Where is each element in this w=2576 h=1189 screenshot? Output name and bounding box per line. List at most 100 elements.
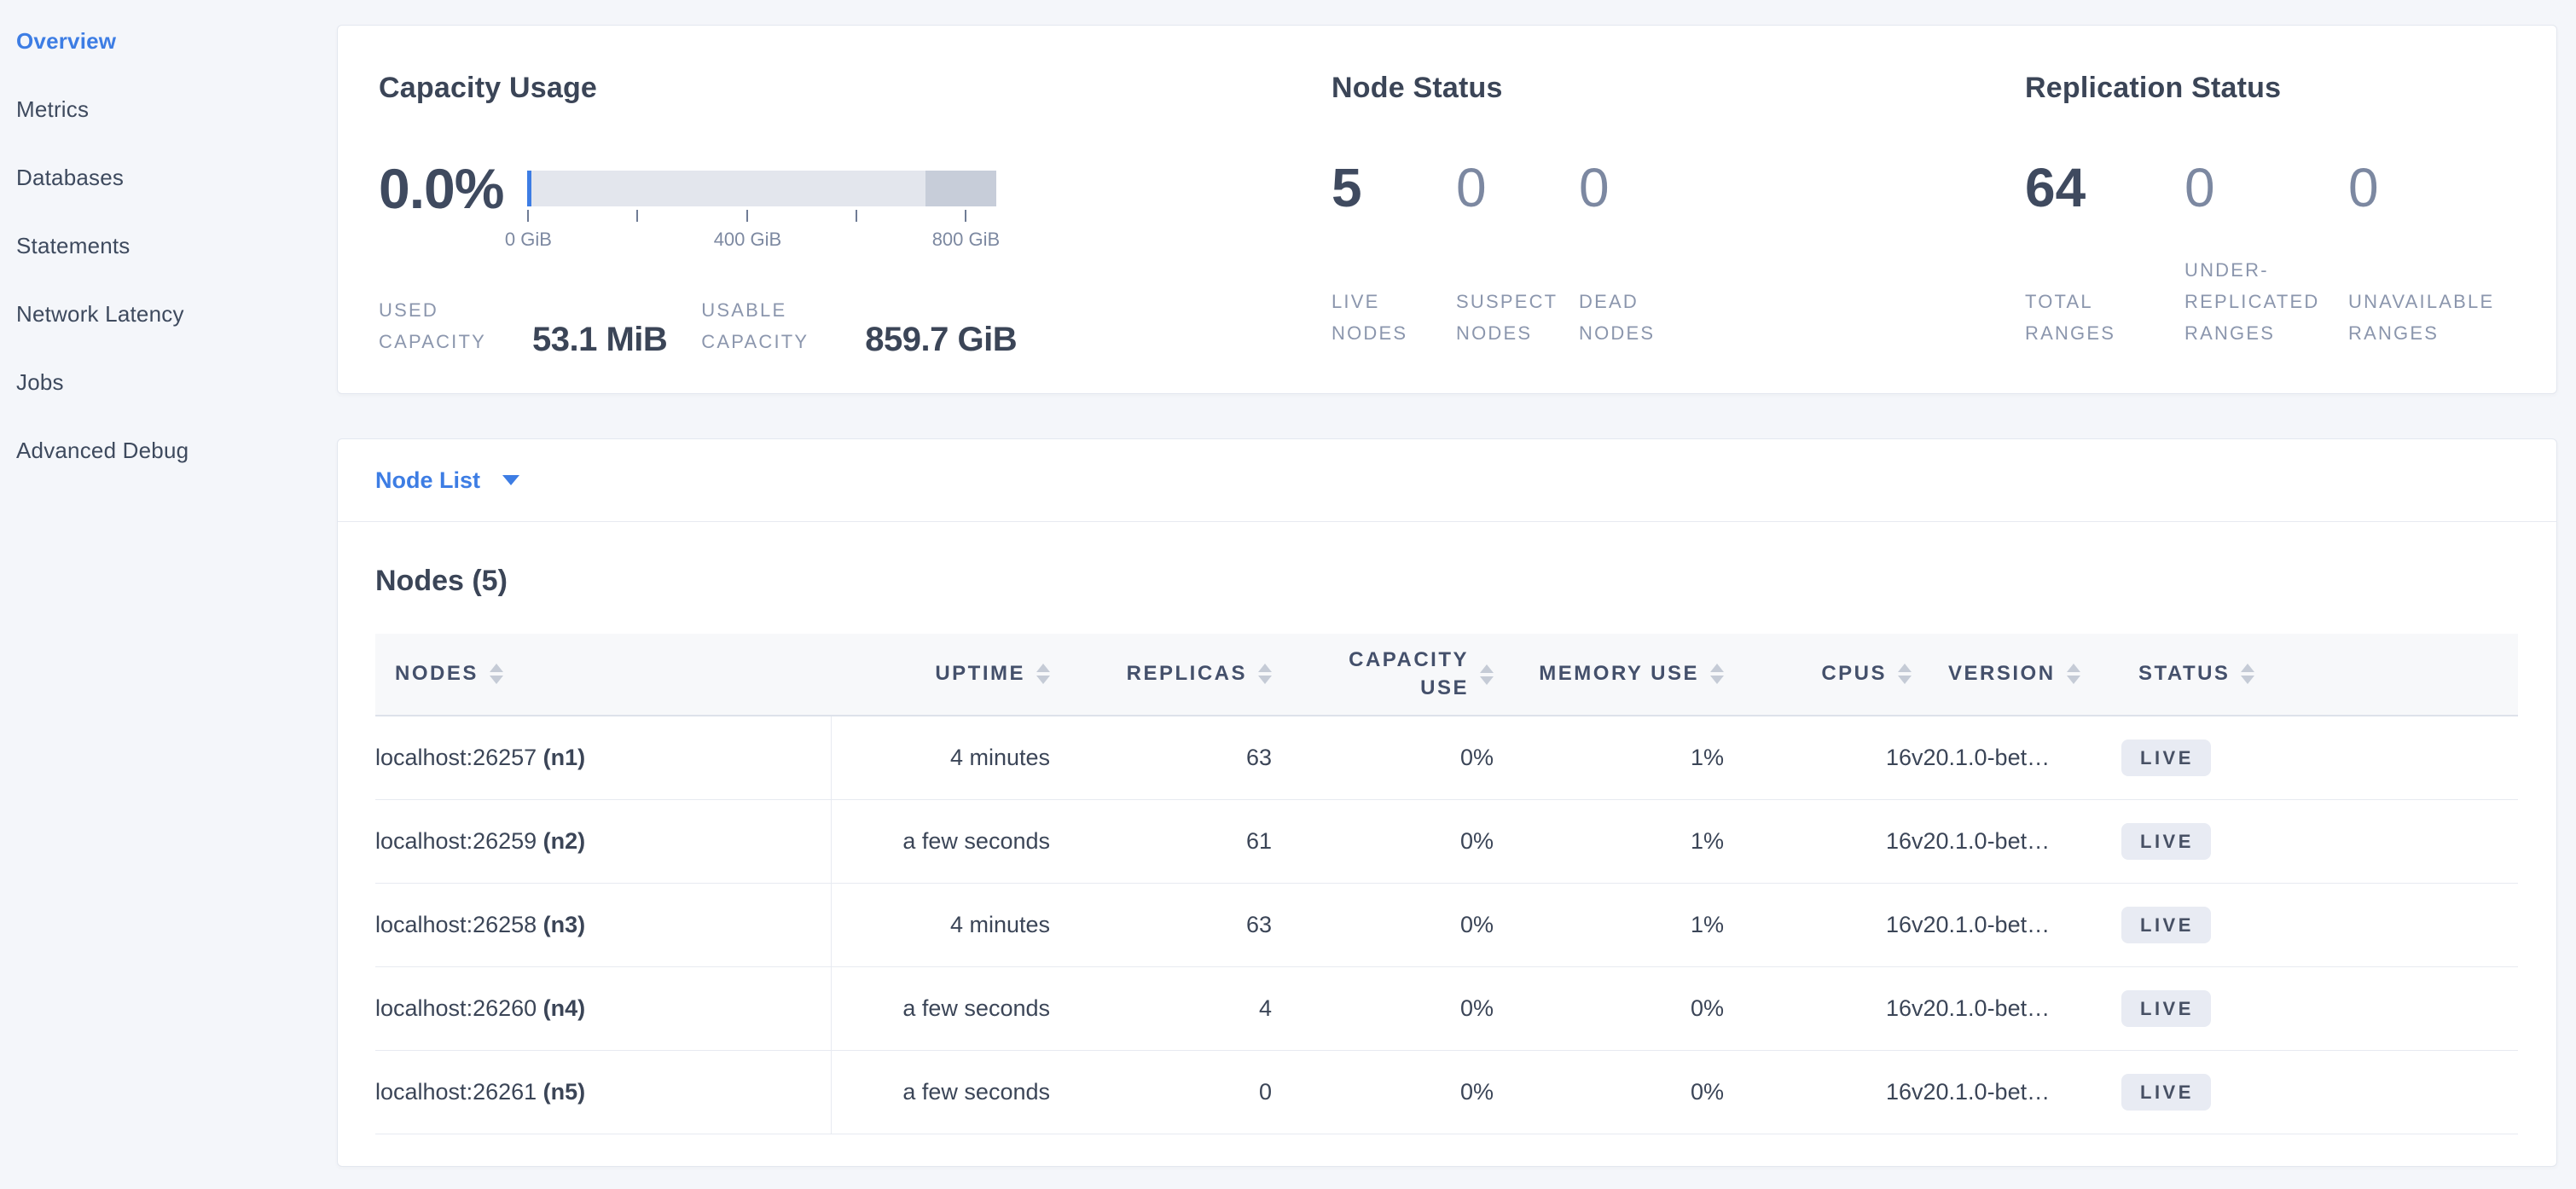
node-status-labels: LIVE NODES SUSPECT NODES DEAD NODES [1332, 275, 1724, 350]
view-dropdown-row: Node List [338, 439, 2556, 522]
column-header-uptime[interactable]: UPTIME [831, 634, 1050, 716]
version-cell: v20.1.0-bet… [1912, 966, 2121, 1051]
column-header-nodes[interactable]: NODES [375, 634, 831, 716]
chevron-down-icon [502, 475, 520, 485]
table-row: localhost:26261 (n5) a few seconds 0 0% … [375, 1050, 2518, 1134]
replication-status-section: Replication Status 64 0 0 TOTAL RANGES U… [2025, 26, 2554, 393]
node-list-dropdown-label: Node List [375, 467, 481, 493]
capacity-gauge-bar [527, 171, 997, 206]
total-ranges-count: 64 [2025, 157, 2086, 218]
sidebar-item-statements[interactable]: Statements [16, 232, 131, 258]
gauge-label-min: 0 GiB [504, 229, 552, 250]
cpus-cell: 16 [1724, 1050, 1912, 1134]
usable-capacity-value: 859.7 GiB [865, 320, 1018, 358]
capacity-use-cell: 0% [1272, 716, 1494, 800]
dead-nodes-count: 0 [1579, 157, 1610, 218]
capacity-usage-title: Capacity Usage [379, 72, 598, 104]
capacity-use-cell: 0% [1272, 966, 1494, 1051]
cluster-summary-panel: Capacity Usage 0.0% 0 GiB 400 GiB 800 Gi… [337, 25, 2557, 394]
table-row: localhost:26257 (n1) 4 minutes 63 0% 1% … [375, 716, 2518, 800]
table-row: localhost:26260 (n4) a few seconds 4 0% … [375, 966, 2518, 1051]
column-header-status[interactable]: STATUS [2121, 634, 2518, 716]
node-list-dropdown[interactable]: Node List [375, 467, 520, 494]
replication-labels: TOTAL RANGES UNDER-REPLICATED RANGES UNA… [2025, 259, 2549, 350]
node-address-link[interactable]: localhost:26258 (n3) [375, 911, 586, 937]
column-header-memory-use[interactable]: MEMORY USE [1494, 634, 1724, 716]
memory-use-cell: 1% [1494, 883, 1724, 967]
suspect-nodes-label: SUSPECT NODES [1456, 291, 1558, 345]
status-badge: LIVE [2121, 1073, 2211, 1111]
suspect-nodes-count: 0 [1456, 157, 1487, 218]
dead-nodes-label: DEAD NODES [1579, 291, 1656, 345]
status-badge: LIVE [2121, 906, 2211, 943]
sort-icon [1036, 664, 1050, 685]
column-header-capacity-use[interactable]: CAPACITY USE [1272, 634, 1494, 716]
replicas-cell: 61 [1050, 799, 1272, 884]
replication-values: 64 0 0 [2025, 160, 2549, 215]
status-badge: LIVE [2121, 989, 2211, 1027]
nodes-count-heading: Nodes (5) [375, 565, 508, 597]
replicas-cell: 0 [1050, 1050, 1272, 1134]
cpus-cell: 16 [1724, 716, 1912, 800]
table-row: localhost:26258 (n3) 4 minutes 63 0% 1% … [375, 883, 2518, 967]
capacity-use-cell: 0% [1272, 1050, 1494, 1134]
total-ranges-label: TOTAL RANGES [2025, 291, 2116, 345]
live-nodes-label: LIVE NODES [1332, 291, 1408, 345]
version-cell: v20.1.0-bet… [1912, 883, 2121, 967]
capacity-gauge-labels: 0 GiB 400 GiB 800 GiB [505, 229, 1000, 251]
version-cell: v20.1.0-bet… [1912, 716, 2121, 800]
under-replicated-count: 0 [2184, 157, 2215, 218]
memory-use-cell: 0% [1494, 1050, 1724, 1134]
replication-status-title: Replication Status [2025, 72, 2282, 104]
memory-use-cell: 1% [1494, 799, 1724, 884]
cpus-cell: 16 [1724, 883, 1912, 967]
sort-icon [489, 664, 503, 685]
column-header-replicas[interactable]: REPLICAS [1050, 634, 1272, 716]
sort-icon [1480, 664, 1494, 685]
uptime-cell: a few seconds [831, 799, 1050, 884]
uptime-cell: a few seconds [831, 966, 1050, 1051]
capacity-gauge-used-segment [527, 171, 532, 206]
capacity-gauge: 0 GiB 400 GiB 800 GiB [505, 171, 1000, 251]
memory-use-cell: 0% [1494, 966, 1724, 1051]
sidebar-item-overview[interactable]: Overview [16, 27, 117, 54]
node-address-link[interactable]: localhost:26259 (n2) [375, 827, 586, 854]
sort-icon [1898, 664, 1912, 685]
sidebar-item-jobs[interactable]: Jobs [16, 368, 64, 395]
sidebar-item-network-latency[interactable]: Network Latency [16, 300, 184, 327]
replicas-cell: 63 [1050, 716, 1272, 800]
node-address-link[interactable]: localhost:26257 (n1) [375, 744, 586, 770]
usable-capacity-label: USABLE CAPACITY [701, 299, 809, 352]
memory-use-cell: 1% [1494, 716, 1724, 800]
sort-icon [2066, 664, 2080, 685]
capacity-usage-section: Capacity Usage 0.0% 0 GiB 400 GiB 800 Gi… [379, 26, 1343, 393]
table-header-row: NODES UPTIME REPLICAS CAPACITY USE [375, 634, 2518, 716]
node-address-link[interactable]: localhost:26260 (n4) [375, 995, 586, 1021]
node-status-title: Node Status [1332, 72, 1503, 104]
capacity-gauge-ticks [527, 210, 996, 223]
sidebar-item-metrics[interactable]: Metrics [16, 96, 90, 122]
under-replicated-label: UNDER-REPLICATED RANGES [2184, 259, 2320, 345]
cpus-cell: 16 [1724, 966, 1912, 1051]
uptime-cell: 4 minutes [831, 716, 1050, 800]
node-list-panel: Node List Nodes (5) NODES UPTIME [337, 438, 2557, 1167]
capacity-use-cell: 0% [1272, 883, 1494, 967]
status-badge: LIVE [2121, 739, 2211, 776]
replicas-cell: 63 [1050, 883, 1272, 967]
sort-icon [2241, 664, 2255, 685]
sort-icon [1258, 664, 1272, 685]
used-capacity-value: 53.1 MiB [532, 320, 668, 358]
capacity-percent: 0.0% [379, 157, 504, 220]
column-header-cpus[interactable]: CPUS [1724, 634, 1912, 716]
node-address-link[interactable]: localhost:26261 (n5) [375, 1078, 586, 1105]
nodes-table: NODES UPTIME REPLICAS CAPACITY USE [375, 634, 2518, 1134]
gauge-label-max: 800 GiB [931, 229, 1001, 250]
uptime-cell: a few seconds [831, 1050, 1050, 1134]
version-cell: v20.1.0-bet… [1912, 799, 2121, 884]
unavailable-label: UNAVAILABLE RANGES [2348, 291, 2495, 345]
sidebar-item-databases[interactable]: Databases [16, 164, 125, 190]
capacity-stats: USED CAPACITY 53.1 MiB USABLE CAPACITY 8… [379, 295, 1018, 360]
column-header-version[interactable]: VERSION [1912, 634, 2121, 716]
status-badge: LIVE [2121, 822, 2211, 860]
sidebar-item-advanced-debug[interactable]: Advanced Debug [16, 437, 189, 463]
